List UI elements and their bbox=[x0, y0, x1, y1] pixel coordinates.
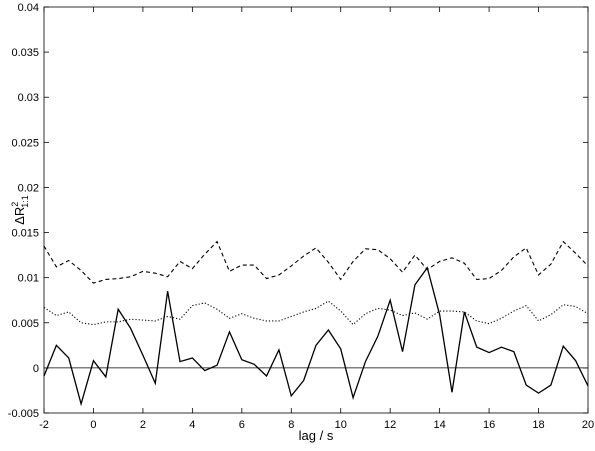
x-tick-label: 10 bbox=[335, 419, 347, 431]
x-tick-label: 14 bbox=[434, 419, 446, 431]
x-tick-label: 6 bbox=[239, 419, 245, 431]
y-tick-label: 0.01 bbox=[18, 273, 39, 285]
y-tick-label: 0.02 bbox=[18, 182, 39, 194]
series-line bbox=[43, 300, 589, 326]
y-tick-label: -0.005 bbox=[8, 408, 39, 420]
y-axis-label: ΔR21:1 bbox=[10, 195, 30, 225]
y-label-sup: 2 bbox=[10, 202, 20, 207]
x-tick-label: 20 bbox=[582, 419, 594, 431]
y-tick-label: 0.025 bbox=[11, 137, 39, 149]
y-tick-label: 0.015 bbox=[11, 228, 39, 240]
y-label-base: ΔR bbox=[12, 207, 27, 225]
y-tick-label: 0 bbox=[33, 363, 39, 375]
y-tick-label: 0.035 bbox=[11, 47, 39, 59]
x-tick-label: -2 bbox=[39, 419, 49, 431]
x-tick-label: 16 bbox=[483, 419, 495, 431]
x-tick-label: 8 bbox=[288, 419, 294, 431]
y-tick-label: 0.04 bbox=[18, 2, 39, 14]
x-tick-label: 12 bbox=[384, 419, 396, 431]
y-tick-label: 0.005 bbox=[11, 318, 39, 330]
x-axis-label: lag / s bbox=[299, 428, 334, 443]
plot-frame bbox=[43, 6, 589, 414]
series-line bbox=[43, 240, 589, 284]
y-tick-label: 0.03 bbox=[18, 92, 39, 104]
x-tick-label: 0 bbox=[90, 419, 96, 431]
y-label-sub: 1:1 bbox=[20, 195, 30, 208]
x-tick-label: 4 bbox=[189, 419, 195, 431]
x-tick-label: 2 bbox=[140, 419, 146, 431]
x-tick-label: 18 bbox=[532, 419, 544, 431]
series-line bbox=[43, 266, 589, 407]
